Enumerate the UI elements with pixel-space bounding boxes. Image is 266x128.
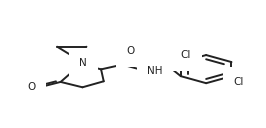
Text: O: O	[126, 46, 135, 56]
Text: Cl: Cl	[181, 50, 191, 60]
Text: NH: NH	[147, 66, 163, 76]
Text: Cl: Cl	[234, 77, 244, 87]
Text: O: O	[28, 82, 36, 92]
Text: N: N	[79, 58, 87, 68]
